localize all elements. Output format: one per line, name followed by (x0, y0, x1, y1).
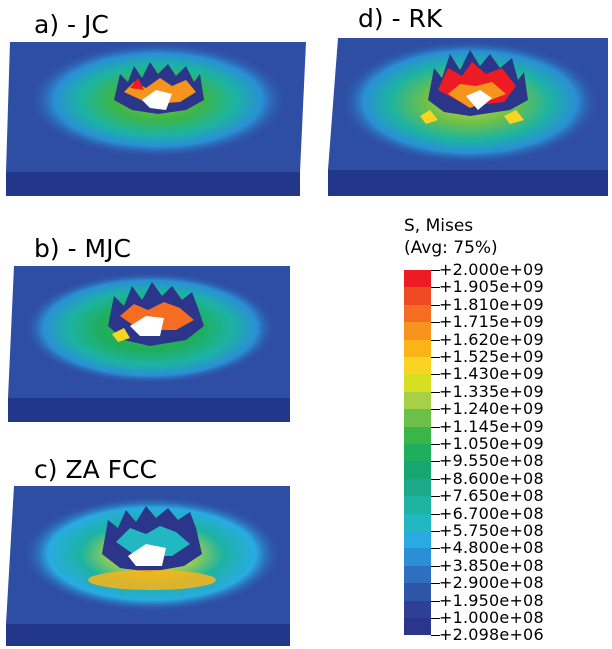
legend-swatch (404, 374, 431, 392)
legend-tick (431, 635, 440, 637)
legend-tick (431, 409, 440, 411)
legend-tick (431, 322, 440, 324)
legend-swatch (404, 322, 431, 340)
plate-jc (6, 42, 306, 196)
legend-value: +2.000e+09 (439, 260, 544, 279)
legend-swatch (404, 444, 431, 462)
legend-tick (431, 339, 440, 341)
legend-value: +8.600e+08 (439, 468, 544, 488)
legend-value: +1.950e+08 (439, 590, 544, 610)
legend-tick (431, 270, 440, 271)
legend-swatch (404, 409, 431, 427)
plate-mjc (8, 266, 290, 422)
legend-tick (431, 478, 440, 480)
legend-value: +1.000e+08 (439, 608, 544, 627)
legend-tick (431, 304, 440, 306)
legend-value: +1.905e+09 (439, 277, 544, 297)
legend-tick (431, 374, 440, 376)
legend-tick (431, 583, 440, 585)
panel-label-c: c) ZA FCC (34, 455, 157, 484)
legend-value: +1.810e+09 (439, 294, 544, 314)
legend-swatch (404, 391, 431, 410)
legend-swatch (404, 461, 431, 479)
legend-tick (431, 496, 440, 498)
legend-value: +4.800e+08 (439, 538, 544, 558)
legend-swatch (404, 513, 431, 531)
panel-label-b: b) - MJC (34, 234, 131, 263)
legend-swatch (404, 339, 431, 357)
crater-rk (420, 50, 528, 124)
legend-tick (431, 357, 440, 358)
legend-swatch (404, 600, 431, 618)
crater-jc (114, 62, 204, 114)
legend-tick (431, 531, 440, 532)
legend-swatch (404, 426, 431, 444)
plate-rk (328, 38, 608, 196)
legend-title: S, Mises (404, 216, 474, 236)
legend-tick (431, 513, 440, 515)
legend-value: +5.750e+08 (439, 521, 544, 540)
legend-tick (431, 565, 440, 567)
legend-swatch (404, 565, 431, 584)
legend-swatch (404, 583, 431, 601)
legend-value: +1.335e+09 (439, 381, 544, 401)
legend-tick (431, 600, 440, 602)
legend-swatch (404, 496, 431, 514)
plate-za-fcc (6, 486, 290, 646)
legend-swatch (404, 618, 431, 636)
panel-label-a: a) - JC (34, 10, 109, 39)
legend-tick (431, 618, 440, 619)
legend-tick (431, 287, 440, 289)
legend-tick (431, 444, 440, 445)
legend-value: +3.850e+08 (439, 555, 544, 575)
legend-swatch (404, 270, 431, 288)
legend-value: +1.620e+09 (439, 329, 544, 349)
legend-value: +1.240e+09 (439, 399, 544, 419)
legend-value: +1.050e+09 (439, 434, 544, 453)
legend-value: +7.650e+08 (439, 486, 544, 506)
legend-swatch (404, 304, 431, 323)
legend-value: +1.525e+09 (439, 347, 544, 366)
legend-subtitle: (Avg: 75%) (404, 238, 498, 258)
crater-za-fcc (88, 506, 216, 590)
legend-tick (431, 426, 440, 428)
legend-value: +6.700e+08 (439, 503, 544, 523)
legend-value: +1.715e+09 (439, 312, 544, 332)
legend-tick (431, 391, 440, 393)
legend-swatch (404, 531, 431, 549)
legend-value: +1.145e+09 (439, 416, 544, 436)
legend-value: +2.098e+06 (439, 625, 544, 645)
legend-swatch (404, 548, 431, 566)
legend-value: +2.900e+08 (439, 573, 544, 593)
panel-label-d: d) - RK (358, 4, 443, 33)
crater-mjc (108, 282, 204, 346)
legend-tick (431, 548, 440, 550)
legend-value: +1.430e+09 (439, 364, 544, 384)
legend-swatch (404, 287, 431, 305)
legend-swatch (404, 478, 431, 497)
legend-swatch (404, 357, 431, 375)
legend-value: +9.550e+08 (439, 451, 544, 471)
legend-tick (431, 461, 440, 463)
